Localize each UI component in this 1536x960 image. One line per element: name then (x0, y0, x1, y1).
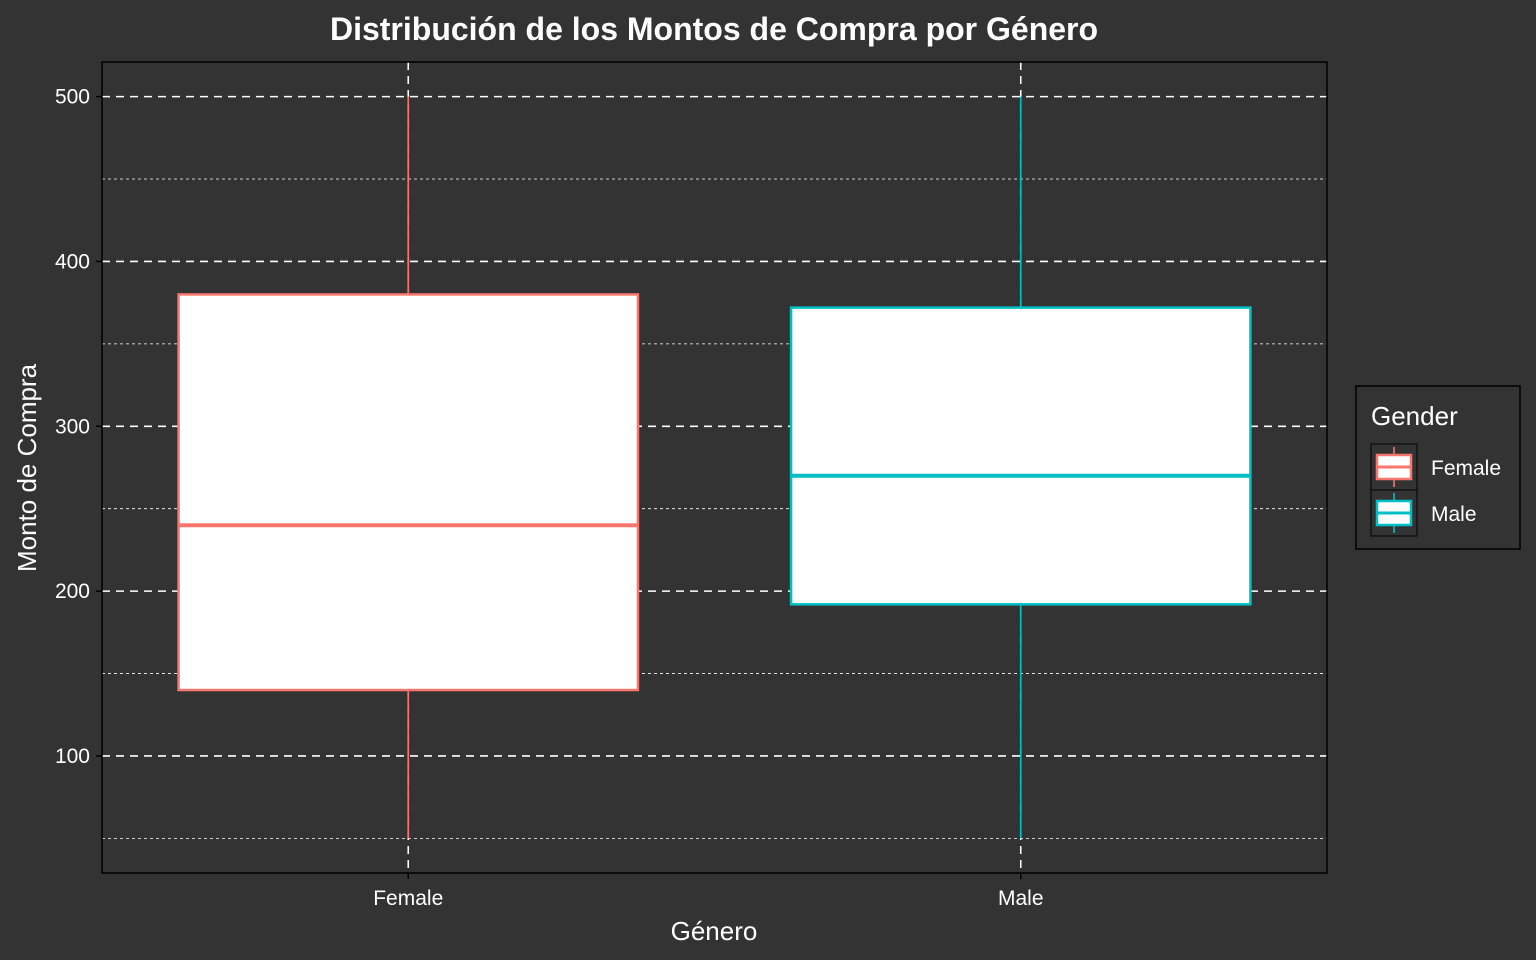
y-axis-title: Monto de Compra (12, 363, 42, 572)
x-tick-label: Male (998, 887, 1044, 910)
x-axis-ticks: Female Male (373, 873, 1044, 910)
box-iqr (789, 306, 1252, 606)
box-layer (177, 96, 1252, 839)
x-axis-title: Género (671, 916, 758, 946)
box-male (789, 96, 1252, 839)
x-tick-label: Female (373, 887, 443, 910)
legend-item-female: Female (1370, 443, 1501, 491)
y-axis-ticks: 100 200 300 400 500 (55, 86, 102, 768)
y-tick-label: 500 (55, 86, 90, 109)
y-tick-label: 400 (55, 250, 90, 273)
legend-label: Male (1431, 503, 1477, 526)
y-tick-label: 100 (55, 745, 90, 768)
y-tick-label: 200 (55, 580, 90, 603)
legend-item-male: Male (1370, 489, 1477, 537)
chart-title: Distribución de los Montos de Compra por… (330, 11, 1098, 47)
legend-label: Female (1431, 457, 1501, 480)
legend-title: Gender (1371, 401, 1458, 431)
box-iqr (177, 293, 640, 692)
y-tick-label: 300 (55, 415, 90, 438)
legend: Gender Female Male (1355, 385, 1521, 550)
plot-panel-border (101, 61, 1328, 874)
box-female (177, 96, 640, 839)
